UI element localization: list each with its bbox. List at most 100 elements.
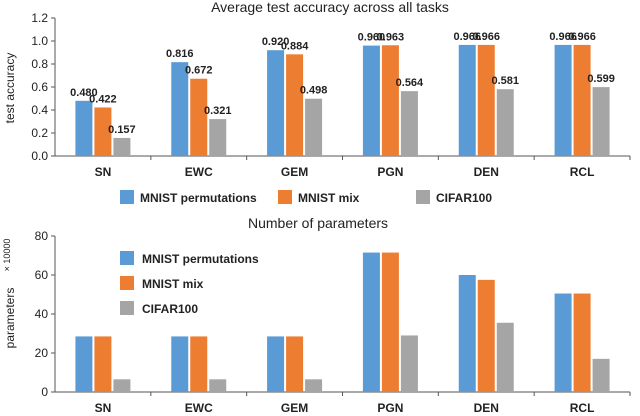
bar-data-label: 0.321 — [204, 105, 232, 117]
bar-mnist-permutations — [554, 293, 572, 392]
bar-data-label: 0.581 — [491, 75, 519, 87]
chart2-title: Number of parameters — [248, 215, 388, 231]
bar-mnist-mix — [573, 44, 591, 156]
y-tick-label: 0 — [41, 385, 48, 399]
bar-data-label: 0.157 — [108, 124, 136, 136]
x-category-label: DEN — [474, 165, 499, 179]
bar-mnist-permutations — [554, 44, 572, 156]
bar-cifar100 — [592, 358, 610, 392]
bar-mnist-permutations — [75, 336, 93, 392]
bar-data-label: 0.966 — [568, 31, 596, 43]
bar-mnist-mix — [381, 252, 399, 392]
legend-label: CIFAR100 — [142, 302, 198, 316]
legend-label: MNIST mix — [142, 277, 204, 291]
x-category-label: DEN — [474, 401, 499, 415]
legend-swatch — [120, 251, 134, 265]
legend-label: CIFAR100 — [436, 191, 492, 205]
bar-mnist-mix — [477, 279, 495, 392]
bar-data-label: 0.422 — [89, 93, 117, 105]
bar-cifar100 — [113, 379, 131, 392]
y-tick-label: 20 — [35, 346, 49, 360]
chart2-y-axis-label: parameters — [3, 288, 17, 349]
bar-mnist-mix — [381, 45, 399, 156]
x-category-label: GEM — [281, 165, 308, 179]
bar-mnist-mix — [573, 293, 591, 392]
chart2-y-multiplier: × 10000 — [2, 239, 12, 272]
bar-data-label: 0.963 — [377, 31, 405, 43]
legend-swatch — [120, 190, 134, 204]
x-category-label: RCL — [570, 165, 595, 179]
bar-cifar100 — [113, 137, 131, 156]
bar-data-label: 0.966 — [472, 31, 500, 43]
bar-mnist-permutations — [362, 252, 380, 392]
chart2-legend: MNIST permutations MNIST mix CIFAR100 — [120, 251, 259, 316]
chart2-plot: 0 20 40 60 80 SN EWC GEM PGN DEN RCL — [35, 229, 631, 415]
bar-mnist-permutations — [362, 45, 380, 156]
bar-data-label: 0.920 — [262, 36, 290, 48]
x-category-label: GEM — [281, 401, 308, 415]
y-tick-label: 0.0 — [31, 149, 48, 163]
bar-mnist-permutations — [458, 275, 476, 392]
bar-cifar100 — [209, 119, 227, 156]
y-tick-label: 0.4 — [31, 103, 48, 117]
bar-mnist-permutations — [267, 50, 285, 157]
legend-swatch — [120, 301, 134, 315]
bar-mnist-permutations — [171, 336, 189, 392]
x-category-label: PGN — [377, 165, 403, 179]
y-tick-label: 0.2 — [31, 126, 48, 140]
bar-cifar100 — [496, 89, 514, 156]
bar-mnist-mix — [286, 54, 304, 157]
x-category-label: SN — [95, 165, 112, 179]
x-category-label: SN — [95, 401, 112, 415]
legend-swatch — [120, 276, 134, 290]
bar-cifar100 — [305, 379, 323, 392]
bar-data-label: 0.884 — [281, 40, 309, 52]
x-category-label: RCL — [570, 401, 595, 415]
bar-data-label: 0.672 — [185, 65, 213, 77]
bar-cifar100 — [305, 98, 323, 156]
x-category-label: EWC — [185, 165, 213, 179]
bar-cifar100 — [209, 379, 227, 392]
legend-label: MNIST mix — [298, 191, 360, 205]
legend-label: MNIST permutations — [140, 191, 257, 205]
legend-label: MNIST permutations — [142, 252, 259, 266]
bar-mnist-mix — [190, 336, 208, 392]
x-category-label: EWC — [185, 401, 213, 415]
bar-cifar100 — [400, 91, 418, 156]
chart1-title: Average test accuracy across all tasks — [211, 0, 449, 15]
bar-data-label: 0.599 — [587, 73, 615, 85]
x-category-label: PGN — [377, 401, 403, 415]
bar-mnist-mix — [477, 44, 495, 156]
y-tick-label: 1.0 — [31, 34, 48, 48]
bar-data-label: 0.816 — [166, 48, 194, 60]
y-tick-label: 40 — [35, 307, 49, 321]
bar-mnist-permutations — [75, 100, 93, 156]
chart1-legend: MNIST permutations MNIST mix CIFAR100 — [120, 190, 492, 205]
bar-mnist-permutations — [171, 62, 189, 156]
legend-swatch — [416, 190, 430, 204]
y-tick-label: 60 — [35, 268, 49, 282]
chart1-y-axis-label: test accuracy — [3, 53, 17, 124]
bar-data-label: 0.498 — [300, 85, 328, 97]
y-tick-label: 80 — [35, 229, 49, 243]
bar-cifar100 — [496, 322, 514, 392]
bar-data-label: 0.564 — [396, 77, 424, 89]
legend-swatch — [278, 190, 292, 204]
y-tick-label: 1.2 — [31, 11, 48, 25]
bar-data-label: 0.966 — [549, 31, 577, 43]
bar-cifar100 — [400, 335, 418, 392]
bar-cifar100 — [592, 87, 610, 156]
bar-mnist-mix — [94, 336, 112, 392]
bar-mnist-mix — [286, 336, 304, 392]
bar-data-label: 0.966 — [453, 31, 481, 43]
bar-data-label: 0.960 — [358, 32, 386, 44]
y-tick-label: 0.6 — [31, 80, 48, 94]
bar-mnist-permutations — [458, 44, 476, 156]
bar-data-label: 0.480 — [70, 87, 98, 99]
bar-mnist-permutations — [267, 336, 285, 392]
bar-mnist-mix — [190, 78, 208, 156]
bar-mnist-mix — [94, 107, 112, 156]
y-tick-label: 0.8 — [31, 57, 48, 71]
